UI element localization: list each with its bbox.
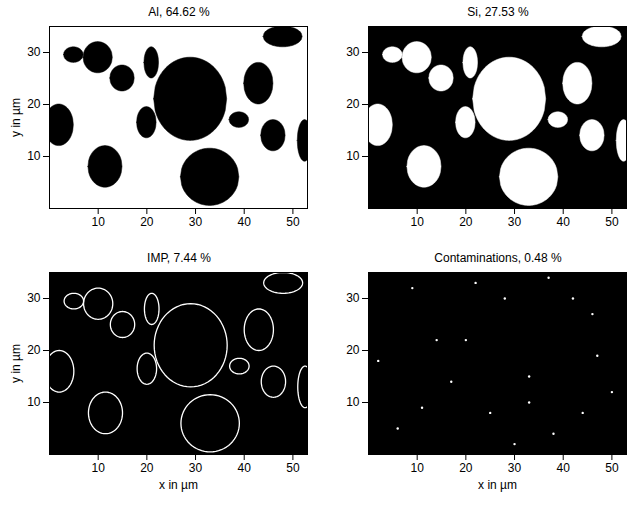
- svg-text:40: 40: [557, 461, 571, 475]
- svg-text:20: 20: [346, 343, 360, 357]
- svg-text:40: 40: [238, 461, 252, 475]
- svg-text:30: 30: [346, 45, 360, 59]
- svg-text:30: 30: [189, 461, 203, 475]
- svg-text:50: 50: [605, 215, 619, 229]
- svg-text:10: 10: [27, 395, 41, 409]
- svg-text:40: 40: [557, 215, 571, 229]
- html-text:Si, 27.53 %: Si, 27.53 %: [467, 5, 529, 19]
- svg-text:10: 10: [410, 461, 424, 475]
- svg-text:20: 20: [140, 215, 154, 229]
- html-text:IMP, 7.44 %: IMP, 7.44 %: [147, 251, 211, 265]
- svg-text:30: 30: [27, 45, 41, 59]
- svg-text:50: 50: [605, 461, 619, 475]
- svg-text:10: 10: [27, 149, 41, 163]
- svg-text:30: 30: [508, 215, 522, 229]
- svg-text:30: 30: [27, 291, 41, 305]
- svg-text:50: 50: [286, 215, 300, 229]
- svg-text:x in µm: x in µm: [478, 478, 517, 492]
- svg-text:10: 10: [346, 149, 360, 163]
- svg-text:10: 10: [91, 461, 105, 475]
- svg-text:30: 30: [508, 461, 522, 475]
- svg-text:10: 10: [91, 215, 105, 229]
- html-text:Al, 64.62 %: Al, 64.62 %: [148, 5, 210, 19]
- html-text:Contaminations, 0.48 %: Contaminations, 0.48 %: [434, 251, 562, 265]
- svg-text:20: 20: [140, 461, 154, 475]
- svg-text:20: 20: [459, 215, 473, 229]
- svg-text:x in µm: x in µm: [159, 478, 198, 492]
- svg-text:30: 30: [189, 215, 203, 229]
- svg-text:50: 50: [286, 461, 300, 475]
- svg-text:y in µm: y in µm: [9, 344, 23, 383]
- svg-text:20: 20: [346, 97, 360, 111]
- svg-text:20: 20: [27, 97, 41, 111]
- svg-text:y in µm: y in µm: [9, 98, 23, 137]
- svg-text:20: 20: [27, 343, 41, 357]
- svg-text:40: 40: [238, 215, 252, 229]
- svg-text:10: 10: [346, 395, 360, 409]
- svg-text:10: 10: [410, 215, 424, 229]
- svg-text:30: 30: [346, 291, 360, 305]
- svg-text:20: 20: [459, 461, 473, 475]
